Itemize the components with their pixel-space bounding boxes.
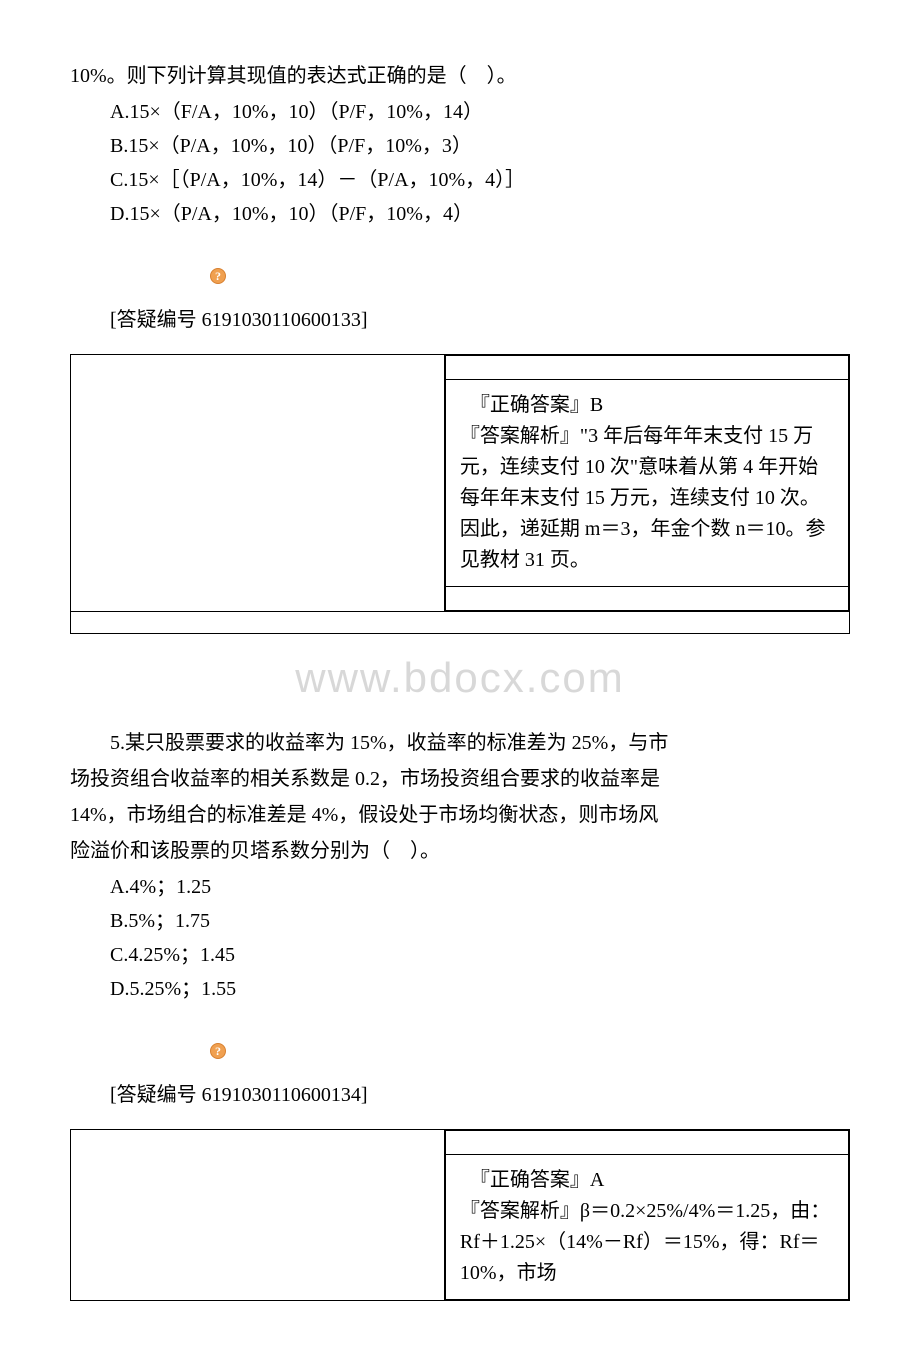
q4-answer-title: 『正确答案』B bbox=[460, 390, 834, 421]
q4-stem: 10%。则下列计算其现值的表达式正确的是（ ）。 bbox=[70, 60, 850, 92]
q4-option-a: A.15×（F/A，10%，10）（P/F，10%，14） bbox=[70, 96, 850, 128]
q5-stem-line2: 场投资组合收益率的相关系数是 0.2，市场投资组合要求的收益率是 bbox=[70, 763, 850, 795]
q4-option-d: D.15×（P/A，10%，10）（P/F，10%，4） bbox=[70, 198, 850, 230]
question-mark-icon[interactable]: ? bbox=[210, 1043, 226, 1059]
watermark-text: www.bdocx.com bbox=[70, 644, 850, 711]
help-icon-wrapper: ? bbox=[70, 258, 850, 290]
q5-option-d: D.5.25%；1.55 bbox=[70, 973, 850, 1005]
q4-inner-blank-bottom bbox=[445, 587, 848, 611]
q4-answer-cell: 『正确答案』B 『答案解析』"3 年后每年年末支付 15 万元，连续支付 10 … bbox=[445, 380, 848, 587]
help-icon-wrapper-2: ? bbox=[70, 1033, 850, 1065]
q4-qa-number: [答疑编号 6191030110600133] bbox=[70, 304, 850, 336]
q5-qa-number: [答疑编号 6191030110600134] bbox=[70, 1079, 850, 1111]
q5-answer-right: 『正确答案』A 『答案解析』β＝0.2×25%/4%＝1.25，由：Rf＋1.2… bbox=[444, 1130, 849, 1301]
q4-inner-blank-top bbox=[445, 356, 848, 380]
question-mark-icon[interactable]: ? bbox=[210, 268, 226, 284]
q4-answer-right: 『正确答案』B 『答案解析』"3 年后每年年末支付 15 万元，连续支付 10 … bbox=[444, 355, 849, 612]
q5-answer-left-empty bbox=[71, 1130, 445, 1301]
q5-answer-body: 『答案解析』β＝0.2×25%/4%＝1.25，由：Rf＋1.25×（14%－R… bbox=[460, 1196, 834, 1289]
q5-option-b: B.5%；1.75 bbox=[70, 905, 850, 937]
q5-stem-line1: 5.某只股票要求的收益率为 15%，收益率的标准差为 25%，与市 bbox=[70, 727, 850, 759]
q4-option-c: C.15×［（P/A，10%，14）－（P/A，10%，4）］ bbox=[70, 164, 850, 196]
q5-stem-line3: 14%，市场组合的标准差是 4%，假设处于市场均衡状态，则市场风 bbox=[70, 799, 850, 831]
q5-answer-cell: 『正确答案』A 『答案解析』β＝0.2×25%/4%＝1.25，由：Rf＋1.2… bbox=[445, 1155, 848, 1300]
q5-inner-blank-top bbox=[445, 1131, 848, 1155]
q4-option-b: B.15×（P/A，10%，10）（P/F，10%，3） bbox=[70, 130, 850, 162]
q4-inner-table: 『正确答案』B 『答案解析』"3 年后每年年末支付 15 万元，连续支付 10 … bbox=[445, 355, 849, 611]
q4-answer-bottom-row bbox=[71, 612, 850, 634]
q4-answer-left-empty bbox=[71, 355, 445, 612]
q5-answer-title: 『正确答案』A bbox=[460, 1165, 834, 1196]
question-4-block: 10%。则下列计算其现值的表达式正确的是（ ）。 A.15×（F/A，10%，1… bbox=[70, 60, 850, 634]
q5-stem-line4: 险溢价和该股票的贝塔系数分别为（ ）。 bbox=[70, 835, 850, 867]
question-5-block: 5.某只股票要求的收益率为 15%，收益率的标准差为 25%，与市 场投资组合收… bbox=[70, 727, 850, 1301]
q4-answer-table: 『正确答案』B 『答案解析』"3 年后每年年末支付 15 万元，连续支付 10 … bbox=[70, 354, 850, 634]
q5-option-c: C.4.25%；1.45 bbox=[70, 939, 850, 971]
q5-answer-table: 『正确答案』A 『答案解析』β＝0.2×25%/4%＝1.25，由：Rf＋1.2… bbox=[70, 1129, 850, 1301]
q4-answer-body: 『答案解析』"3 年后每年年末支付 15 万元，连续支付 10 次"意味着从第 … bbox=[460, 421, 834, 576]
q5-option-a: A.4%；1.25 bbox=[70, 871, 850, 903]
q5-inner-table: 『正确答案』A 『答案解析』β＝0.2×25%/4%＝1.25，由：Rf＋1.2… bbox=[445, 1130, 849, 1300]
